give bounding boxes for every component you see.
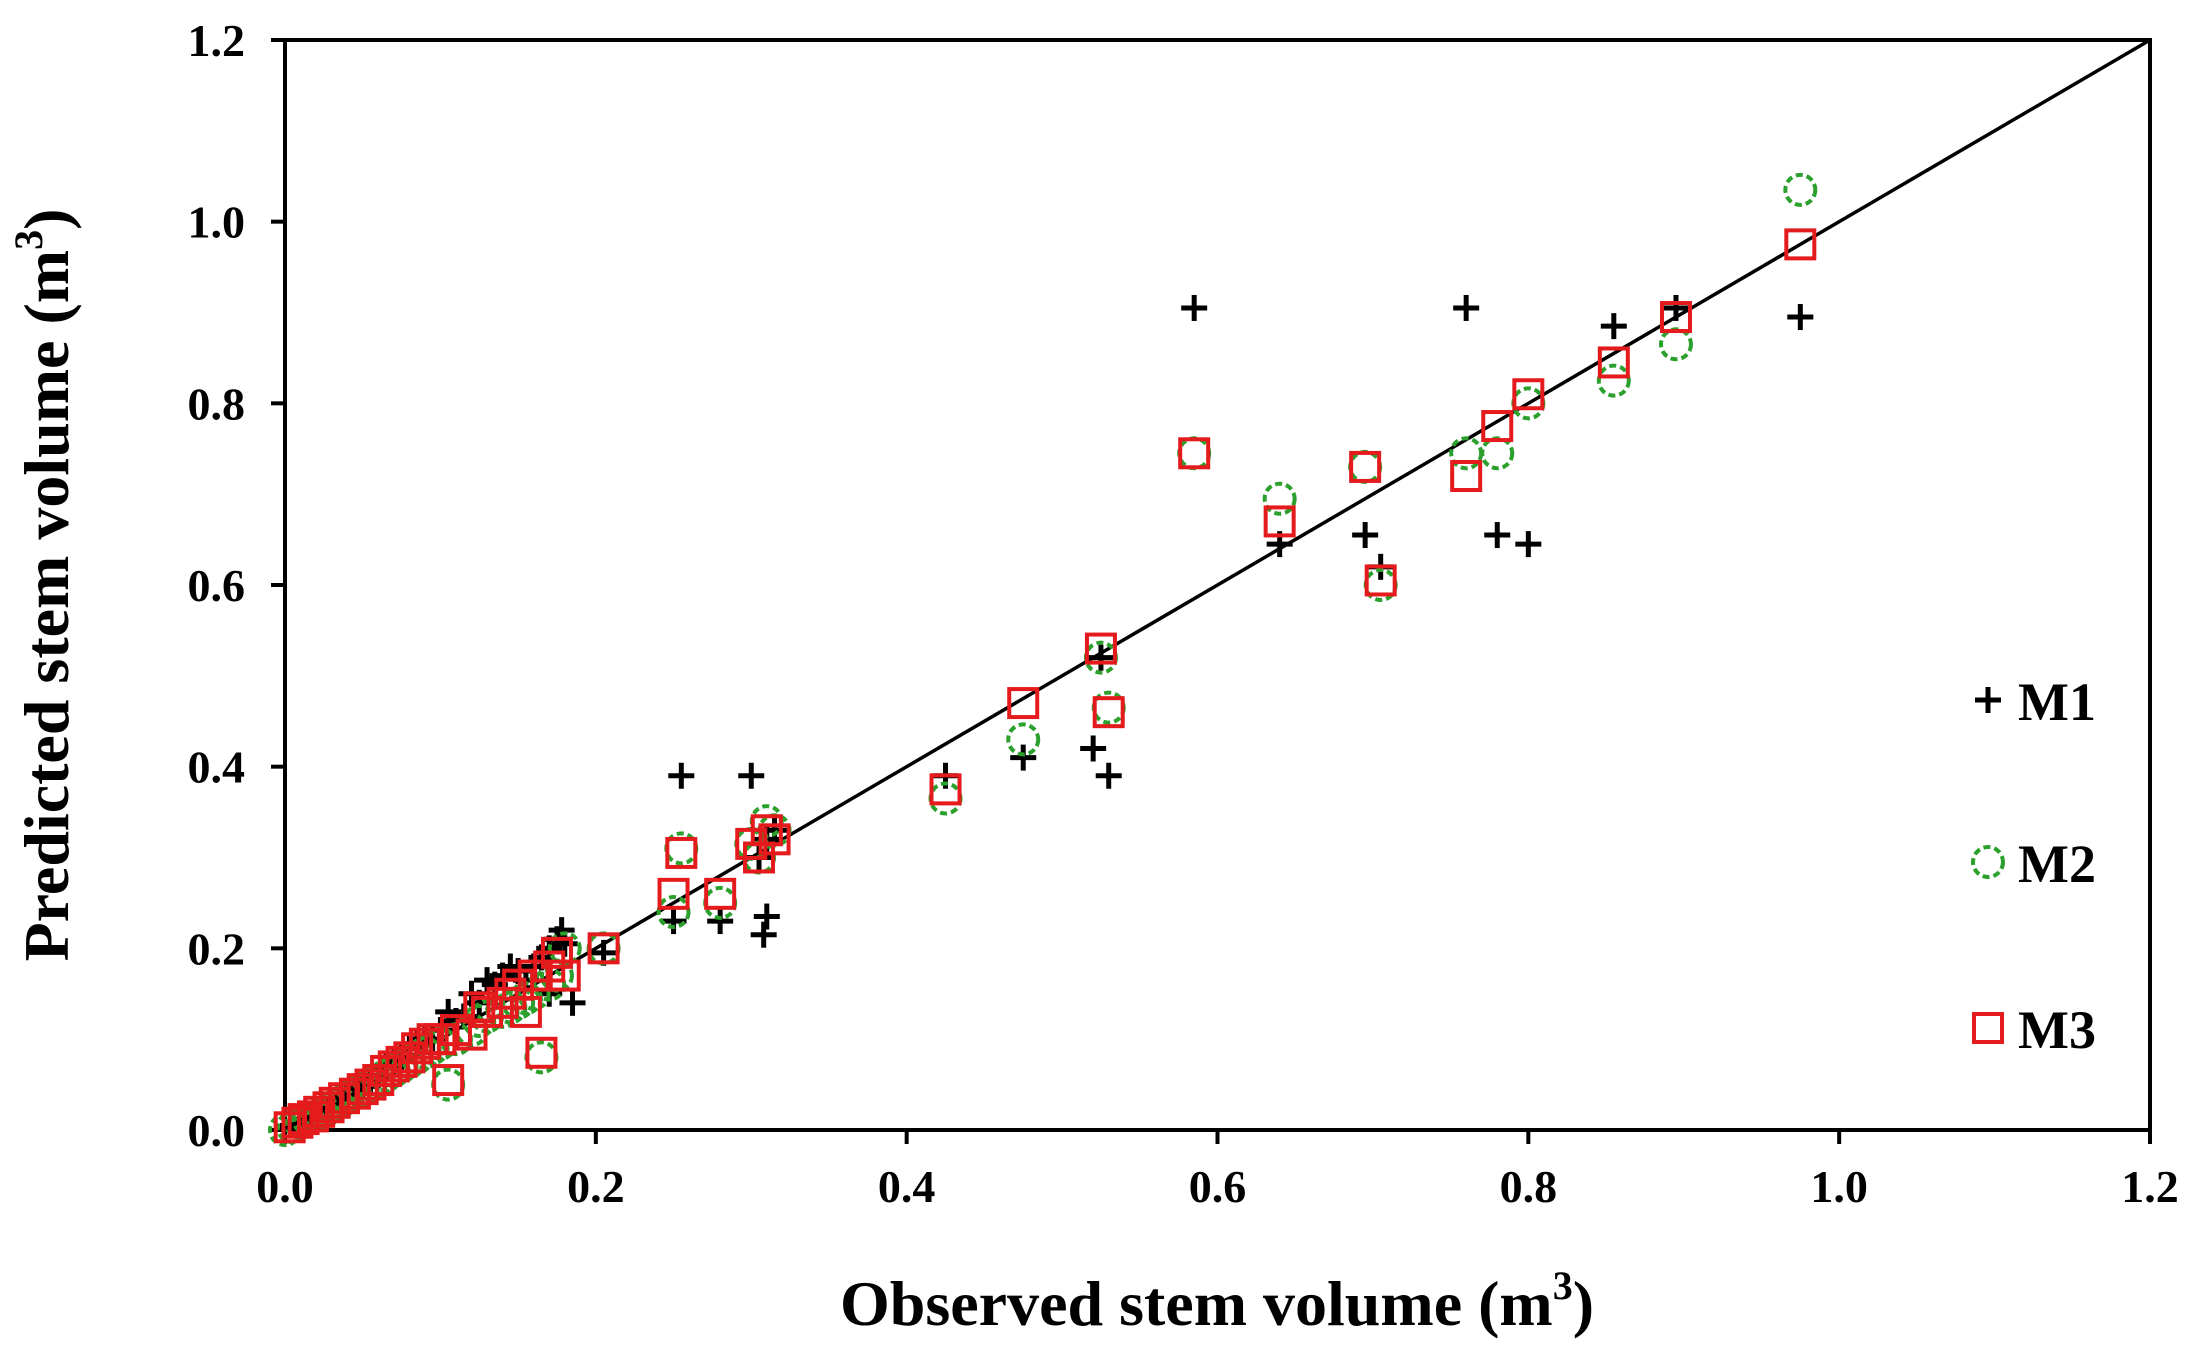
- data-point-m1: [750, 921, 777, 948]
- x-tick-label: 1.2: [2121, 1161, 2179, 1212]
- y-tick-label: 1.2: [188, 15, 246, 66]
- y-tick-label: 0.0: [188, 1105, 246, 1156]
- data-point-m3: [1349, 450, 1382, 483]
- legend-marker-m3: [1972, 1012, 2004, 1044]
- x-tick-label: 0.8: [1500, 1161, 1558, 1212]
- data-point-m1: [738, 762, 765, 789]
- data-point-m3: [432, 1064, 465, 1097]
- y-axis-ticks: 0.0 0.2 0.4 0.6 0.8 1.0 1.2: [188, 15, 285, 1156]
- y-tick-label: 0.6: [188, 560, 246, 611]
- data-point-m1: [1181, 294, 1208, 321]
- y-tick-label: 0.8: [188, 378, 246, 429]
- x-tick-label: 0.6: [1189, 1161, 1247, 1212]
- data-point-m1: [707, 908, 734, 935]
- data-point-m2: [1006, 722, 1041, 757]
- data-point-m1: [1662, 294, 1689, 321]
- data-point-m1: [1515, 531, 1542, 558]
- data-point-m1: [1787, 304, 1814, 331]
- legend-label-m3: M3: [2018, 1000, 2096, 1060]
- data-point-m3: [1084, 632, 1117, 665]
- legend-marker-m2: [1971, 845, 2005, 879]
- data-point-m3: [704, 877, 737, 910]
- data-point-m3: [1659, 301, 1692, 334]
- data-point-m3: [1178, 437, 1211, 470]
- series-m3: [273, 228, 1817, 1144]
- data-point-m1: [1087, 644, 1114, 671]
- data-point-m3: [509, 995, 542, 1028]
- data-point-m1: [753, 903, 780, 930]
- data-point-m3: [463, 991, 496, 1024]
- reference-line-group: [284, 38, 2151, 1132]
- y-axis-title: Predicted stem volume (m3): [6, 209, 82, 962]
- data-point-m1: [1095, 762, 1122, 789]
- data-point-m3: [657, 877, 690, 910]
- y-axis-title-text: Predicted stem volume (m: [11, 250, 82, 962]
- y-axis-title-superscript: 3: [6, 230, 51, 250]
- data-point-m3: [1597, 346, 1630, 379]
- data-series: [268, 172, 1818, 1147]
- data-point-m2: [1262, 481, 1297, 516]
- data-point-m2: [1596, 363, 1631, 398]
- legend-label-m1: M1: [2018, 672, 2096, 732]
- data-point-m3: [1263, 505, 1296, 538]
- legend-item-m2: M2: [1971, 834, 2096, 894]
- data-point-m3: [587, 932, 620, 965]
- data-point-m1: [1010, 744, 1037, 771]
- data-point-m2: [656, 895, 691, 929]
- x-tick-label: 0.0: [256, 1161, 314, 1212]
- data-point-m3: [758, 823, 791, 856]
- data-point-m1: [1352, 522, 1379, 549]
- data-point-m3: [1092, 696, 1125, 729]
- y-axis-title-close: ): [11, 209, 82, 230]
- x-axis-title-text: Observed stem volume (m: [840, 1268, 1553, 1339]
- data-point-m1: [1600, 313, 1627, 340]
- x-axis-ticks: 0.0 0.2 0.4 0.6 0.8 1.0 1.2: [256, 1130, 2179, 1212]
- data-point-m1: [660, 908, 687, 935]
- x-axis-title: Observed stem volume (m3): [840, 1263, 1594, 1339]
- data-point-m1: [1080, 735, 1107, 762]
- x-axis-title-close: ): [1573, 1268, 1594, 1339]
- x-tick-label: 1.0: [1810, 1161, 1868, 1212]
- y-tick-label: 0.4: [188, 742, 246, 793]
- data-point-m3: [1784, 228, 1817, 261]
- legend-label-m2: M2: [2018, 834, 2096, 894]
- data-point-m1: [1453, 294, 1480, 321]
- y-tick-label: 0.2: [188, 923, 246, 974]
- data-point-m1: [668, 762, 695, 789]
- data-point-m3: [1512, 378, 1545, 411]
- data-point-m1: [1484, 522, 1511, 549]
- data-point-m3: [750, 814, 783, 847]
- y-tick-label: 1.0: [188, 197, 246, 248]
- data-point-m3: [665, 836, 698, 869]
- data-point-m3: [1364, 564, 1397, 597]
- data-point-m3: [525, 1036, 558, 1069]
- data-point-m3: [548, 959, 581, 992]
- data-point-m3: [1481, 410, 1514, 443]
- legend-item-m1: M1: [1975, 672, 2096, 732]
- data-point-m3: [540, 936, 573, 969]
- data-point-m1: [559, 989, 586, 1016]
- legend-item-m3: M3: [1972, 1000, 2096, 1060]
- x-tick-label: 0.2: [567, 1161, 625, 1212]
- legend-marker-m1: [1975, 687, 2001, 713]
- x-axis-title-superscript: 3: [1553, 1263, 1573, 1308]
- reference-line-1to1: [284, 38, 2151, 1132]
- data-point-m3: [1450, 460, 1483, 492]
- data-point-m3: [1007, 687, 1040, 720]
- x-tick-label: 0.4: [878, 1161, 936, 1212]
- data-point-m3: [929, 773, 962, 806]
- legend: M1 M2 M3: [1971, 672, 2096, 1060]
- data-point-m2: [1783, 172, 1818, 207]
